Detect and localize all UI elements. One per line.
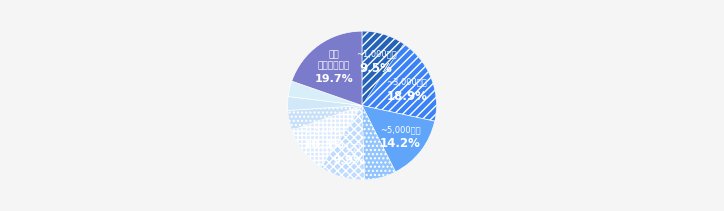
- Wedge shape: [287, 97, 362, 111]
- Text: ~1,000万円: ~1,000万円: [356, 50, 397, 59]
- Wedge shape: [321, 106, 365, 180]
- Text: 9.5%: 9.5%: [360, 62, 392, 75]
- Wedge shape: [292, 106, 362, 167]
- Text: 9.9%: 9.9%: [332, 154, 365, 168]
- Text: 19.7%: 19.7%: [315, 74, 353, 84]
- Text: 10.3%: 10.3%: [303, 138, 344, 151]
- Text: 14.2%: 14.2%: [380, 137, 421, 150]
- Wedge shape: [288, 106, 362, 130]
- Wedge shape: [362, 31, 404, 105]
- Wedge shape: [292, 31, 362, 105]
- Wedge shape: [288, 81, 362, 106]
- Wedge shape: [362, 106, 434, 172]
- Wedge shape: [362, 106, 395, 180]
- Wedge shape: [362, 44, 437, 121]
- Text: 特に
決めていない: 特に 決めていない: [318, 50, 350, 70]
- Text: ~1億円: ~1億円: [337, 142, 360, 151]
- Text: ~3,000万円: ~3,000万円: [387, 78, 427, 87]
- Text: ~5,000万円: ~5,000万円: [380, 125, 421, 134]
- Text: 18.9%: 18.9%: [387, 90, 427, 103]
- Text: ~1億5,000万円: ~1億5,000万円: [298, 126, 349, 134]
